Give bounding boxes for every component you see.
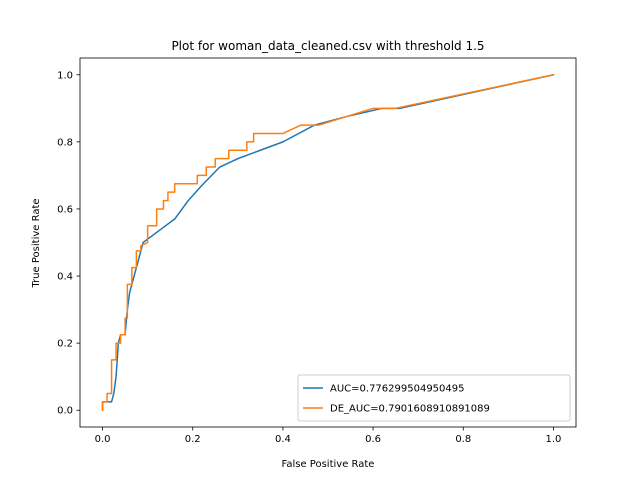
x-tick-label: 0.8 xyxy=(455,434,471,445)
y-tick-label: 0.2 xyxy=(57,339,73,350)
x-tick-label: 0.4 xyxy=(275,434,291,445)
plot-area xyxy=(80,58,576,427)
legend-box xyxy=(297,374,571,422)
legend: AUC=0.776299504950495 DE_AUC=0.7901608910… xyxy=(297,374,571,422)
legend-label-2: DE_AUC=0.7901608910891089 xyxy=(330,404,490,415)
chart-title: Plot for woman_data_cleaned.csv with thr… xyxy=(171,39,484,53)
y-tick-label: 0.4 xyxy=(57,272,73,283)
x-tick-label: 0.0 xyxy=(95,434,111,445)
x-tick-label: 0.6 xyxy=(365,434,381,445)
legend-label-1: AUC=0.776299504950495 xyxy=(330,384,465,395)
y-tick-label: 0.6 xyxy=(57,204,73,215)
series-line-2 xyxy=(101,73,555,411)
y-tick-label: 0.8 xyxy=(57,137,73,148)
y-tick-label: 0.0 xyxy=(57,406,73,417)
x-tick-label: 0.2 xyxy=(185,434,201,445)
axes-frame xyxy=(79,57,577,428)
axes-layer: 0.0 0.2 0.4 0.6 0.8 1.0 0.0 0.2 0.4 0.6 0.8 1.0 xyxy=(57,57,577,445)
plot-background xyxy=(80,58,576,427)
y-tick-label: 1.0 xyxy=(57,70,73,81)
series-line-1 xyxy=(101,73,555,411)
series-layer xyxy=(101,73,555,411)
x-axis-label: False Positive Rate xyxy=(282,459,375,470)
y-axis-label: True Positive Rate xyxy=(31,198,42,288)
x-tick-label: 1.0 xyxy=(546,434,562,445)
